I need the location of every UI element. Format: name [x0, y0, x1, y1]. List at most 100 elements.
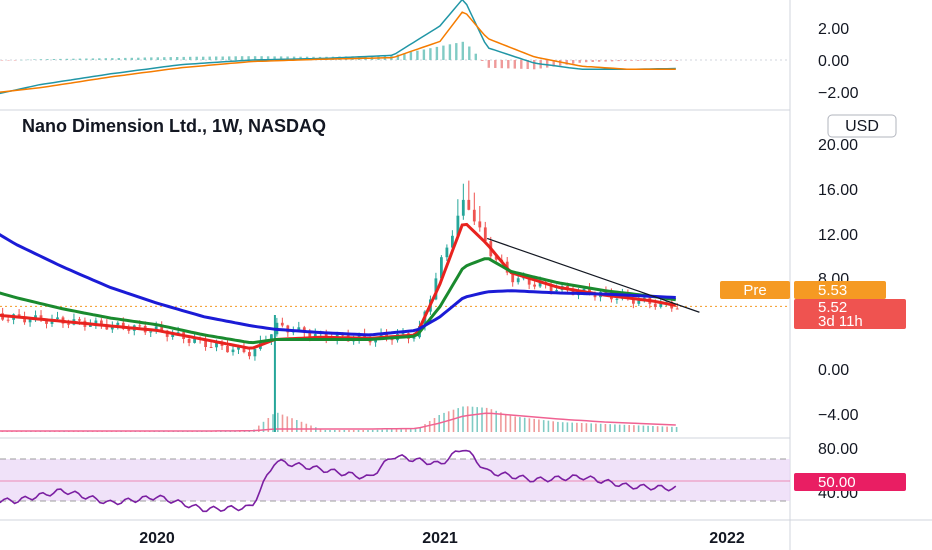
volume-bar: [296, 420, 298, 432]
volume-bar: [362, 430, 364, 432]
macd-tick-2: 2.00: [818, 21, 849, 38]
macd-histogram-bar: [85, 59, 87, 61]
candle-body: [473, 210, 476, 222]
macd-histogram-bar: [163, 57, 165, 60]
volume-bar: [500, 412, 502, 432]
macd-histogram-bar: [72, 59, 74, 60]
bar-countdown: 3d 11h: [818, 313, 863, 330]
volume-bar: [334, 430, 336, 432]
macd-histogram-bar: [462, 42, 464, 60]
macd-histogram-bar: [533, 60, 535, 69]
volume-bar: [581, 423, 583, 432]
macd-histogram-bar: [170, 57, 172, 60]
candle-body: [446, 248, 449, 258]
candle-body: [7, 320, 10, 321]
macd-histogram-bar: [79, 59, 81, 60]
macd-histogram-bar: [222, 57, 224, 61]
volume-bar: [619, 425, 621, 432]
macd-histogram-bar: [183, 57, 185, 60]
macd-histogram-bar: [630, 60, 632, 61]
volume-bar: [424, 424, 426, 432]
candle-body: [616, 299, 619, 300]
price-tick-0: 0.00: [818, 362, 849, 379]
macd-histogram-bar: [429, 48, 431, 60]
volume-bar: [301, 422, 303, 432]
macd-histogram-bar: [27, 60, 29, 61]
macd-histogram-bar: [98, 58, 100, 60]
time-axis[interactable]: 2020 2021 2022: [139, 530, 745, 547]
ema-mid-line: [0, 259, 676, 343]
macd-histogram-bar: [176, 57, 178, 60]
macd-histogram-bar: [585, 60, 587, 62]
volume-bar: [595, 424, 597, 432]
macd-histogram-bar: [157, 57, 159, 60]
candle-body: [533, 285, 536, 287]
macd-histogram-bar: [423, 50, 425, 61]
volume-bar: [628, 425, 630, 432]
macd-histogram-bar: [643, 60, 645, 61]
volume-bar: [652, 426, 654, 432]
volume-bar: [429, 421, 431, 432]
volume-ma-line: [0, 413, 676, 431]
macd-histogram-bar: [33, 59, 35, 60]
candle-body: [484, 227, 487, 241]
macd-histogram-bar: [572, 60, 574, 64]
macd-histogram-bar: [92, 58, 94, 60]
macd-histogram-bar: [66, 59, 68, 60]
macd-histogram-bar: [137, 58, 139, 60]
macd-histogram-bar: [676, 60, 678, 61]
signal-line: [0, 12, 676, 96]
volume-bar: [486, 408, 488, 432]
volume-bar: [400, 429, 402, 432]
macd-histogram-bar: [617, 60, 619, 61]
rsi-band: [0, 459, 790, 501]
volume-bar: [657, 426, 659, 432]
candle-body: [226, 346, 229, 352]
macd-histogram-bar: [488, 60, 490, 68]
volume-bar: [353, 430, 355, 432]
macd-tick-0: 0.00: [818, 53, 849, 70]
macd-histogram-bar: [410, 52, 412, 60]
macd-panel: [0, 0, 790, 100]
pre-label: Pre: [743, 282, 766, 299]
macd-histogram-bar: [105, 58, 107, 60]
currency-button[interactable]: USD: [828, 115, 896, 137]
macd-histogram-bar: [455, 43, 457, 60]
volume-bar: [662, 426, 664, 432]
macd-histogram-bar: [215, 57, 217, 61]
volume-bar: [410, 429, 412, 432]
volume-bar: [377, 430, 379, 432]
volume-bar: [538, 420, 540, 433]
macd-histogram-bar: [481, 60, 483, 61]
macd-histogram-bar: [604, 60, 606, 62]
price-axis[interactable]: 2.00 0.00 −2.00 20.00 16.00 12.00 8.00 0…: [818, 21, 859, 502]
macd-histogram-bar: [118, 58, 120, 60]
volume-bar: [671, 427, 673, 432]
volume-bar: [643, 426, 645, 432]
volume-bar: [472, 407, 474, 432]
volume-bar: [633, 425, 635, 432]
macd-line: [0, 0, 676, 100]
macd-histogram-bar: [468, 47, 470, 61]
last-price-badge: 5.52 3d 11h: [794, 299, 906, 330]
volume-bar: [586, 423, 588, 432]
macd-histogram-bar: [59, 59, 61, 60]
macd-histogram-bar: [475, 54, 477, 60]
volume-bar: [519, 417, 521, 432]
macd-histogram-bar: [20, 60, 22, 61]
volume-bar: [467, 406, 469, 432]
price-tick-neg4: −4.00: [818, 407, 859, 424]
volume-bar: [638, 425, 640, 432]
macd-histogram-bar: [416, 51, 418, 60]
rsi-tick-80: 80.00: [818, 441, 858, 458]
candle-body: [232, 350, 235, 353]
macd-histogram-bar: [228, 56, 230, 60]
macd-histogram-bar: [53, 59, 55, 60]
candle-body: [467, 200, 470, 210]
macd-histogram-bar: [436, 47, 438, 60]
macd-histogram-bar: [442, 46, 444, 60]
volume-bar: [457, 408, 459, 432]
candle-body: [462, 200, 465, 216]
volume-bar: [306, 424, 308, 432]
